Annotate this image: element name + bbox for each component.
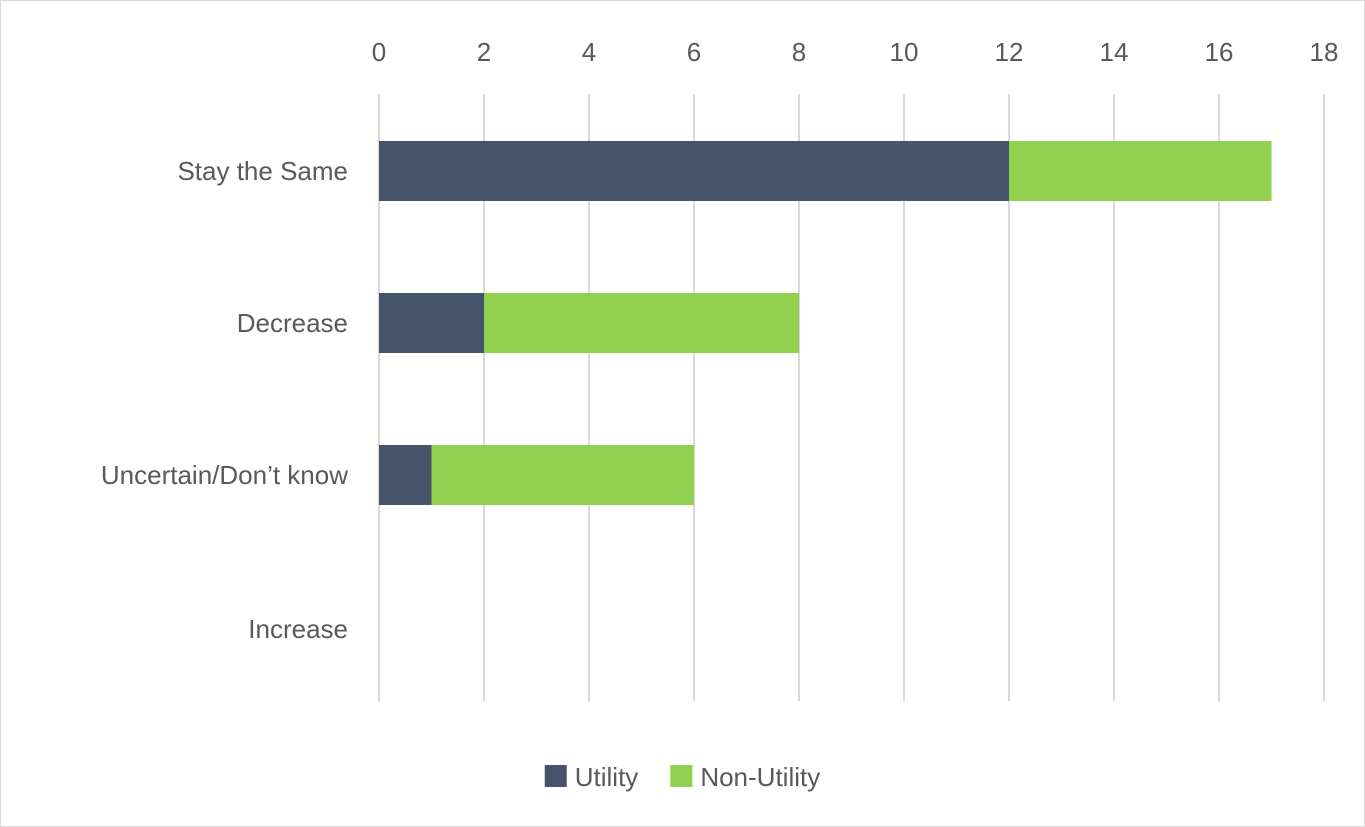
legend-label-non-utility: Non-Utility (700, 762, 820, 792)
x-tick-label-4: 4 (582, 37, 596, 67)
bar-non-utility-uncertain-don-t-know (431, 445, 694, 505)
category-label-increase: Increase (248, 614, 348, 644)
bar-utility-decrease (379, 293, 484, 353)
x-tick-label-6: 6 (687, 37, 701, 67)
x-tick-label-16: 16 (1205, 37, 1234, 67)
category-labels: Stay the Same Decrease Uncertain/Don’t kno… (101, 156, 348, 644)
bar-utility-uncertain-don-t-know (379, 445, 432, 505)
bars (379, 141, 1272, 505)
category-label-uncertain-don-t-know: Uncertain/Don’t know (101, 460, 348, 490)
category-label-stay-the-same: Stay the Same (177, 156, 348, 186)
legend-label-utility: Utility (575, 762, 639, 792)
legend: Utility Non-Utility (544, 762, 820, 792)
x-tick-label-12: 12 (995, 37, 1024, 67)
bar-non-utility-decrease (484, 293, 799, 353)
x-tick-label-10: 10 (890, 37, 919, 67)
legend-swatch-non-utility (670, 765, 693, 787)
bar-non-utility-stay-the-same (1009, 141, 1272, 201)
bar-utility-stay-the-same (379, 141, 1009, 201)
x-tick-label-18: 18 (1310, 37, 1339, 67)
x-axis-tick-labels: 0 2 4 6 8 10 12 14 16 18 (372, 37, 1339, 67)
x-tick-label-0: 0 (372, 37, 386, 67)
x-tick-label-2: 2 (477, 37, 491, 67)
legend-item-non-utility: Non-Utility (670, 762, 820, 792)
category-label-decrease: Decrease (237, 308, 348, 338)
legend-swatch-utility (544, 765, 567, 787)
legend-item-utility: Utility (544, 762, 639, 792)
x-tick-label-8: 8 (792, 37, 806, 67)
x-tick-label-14: 14 (1100, 37, 1129, 67)
